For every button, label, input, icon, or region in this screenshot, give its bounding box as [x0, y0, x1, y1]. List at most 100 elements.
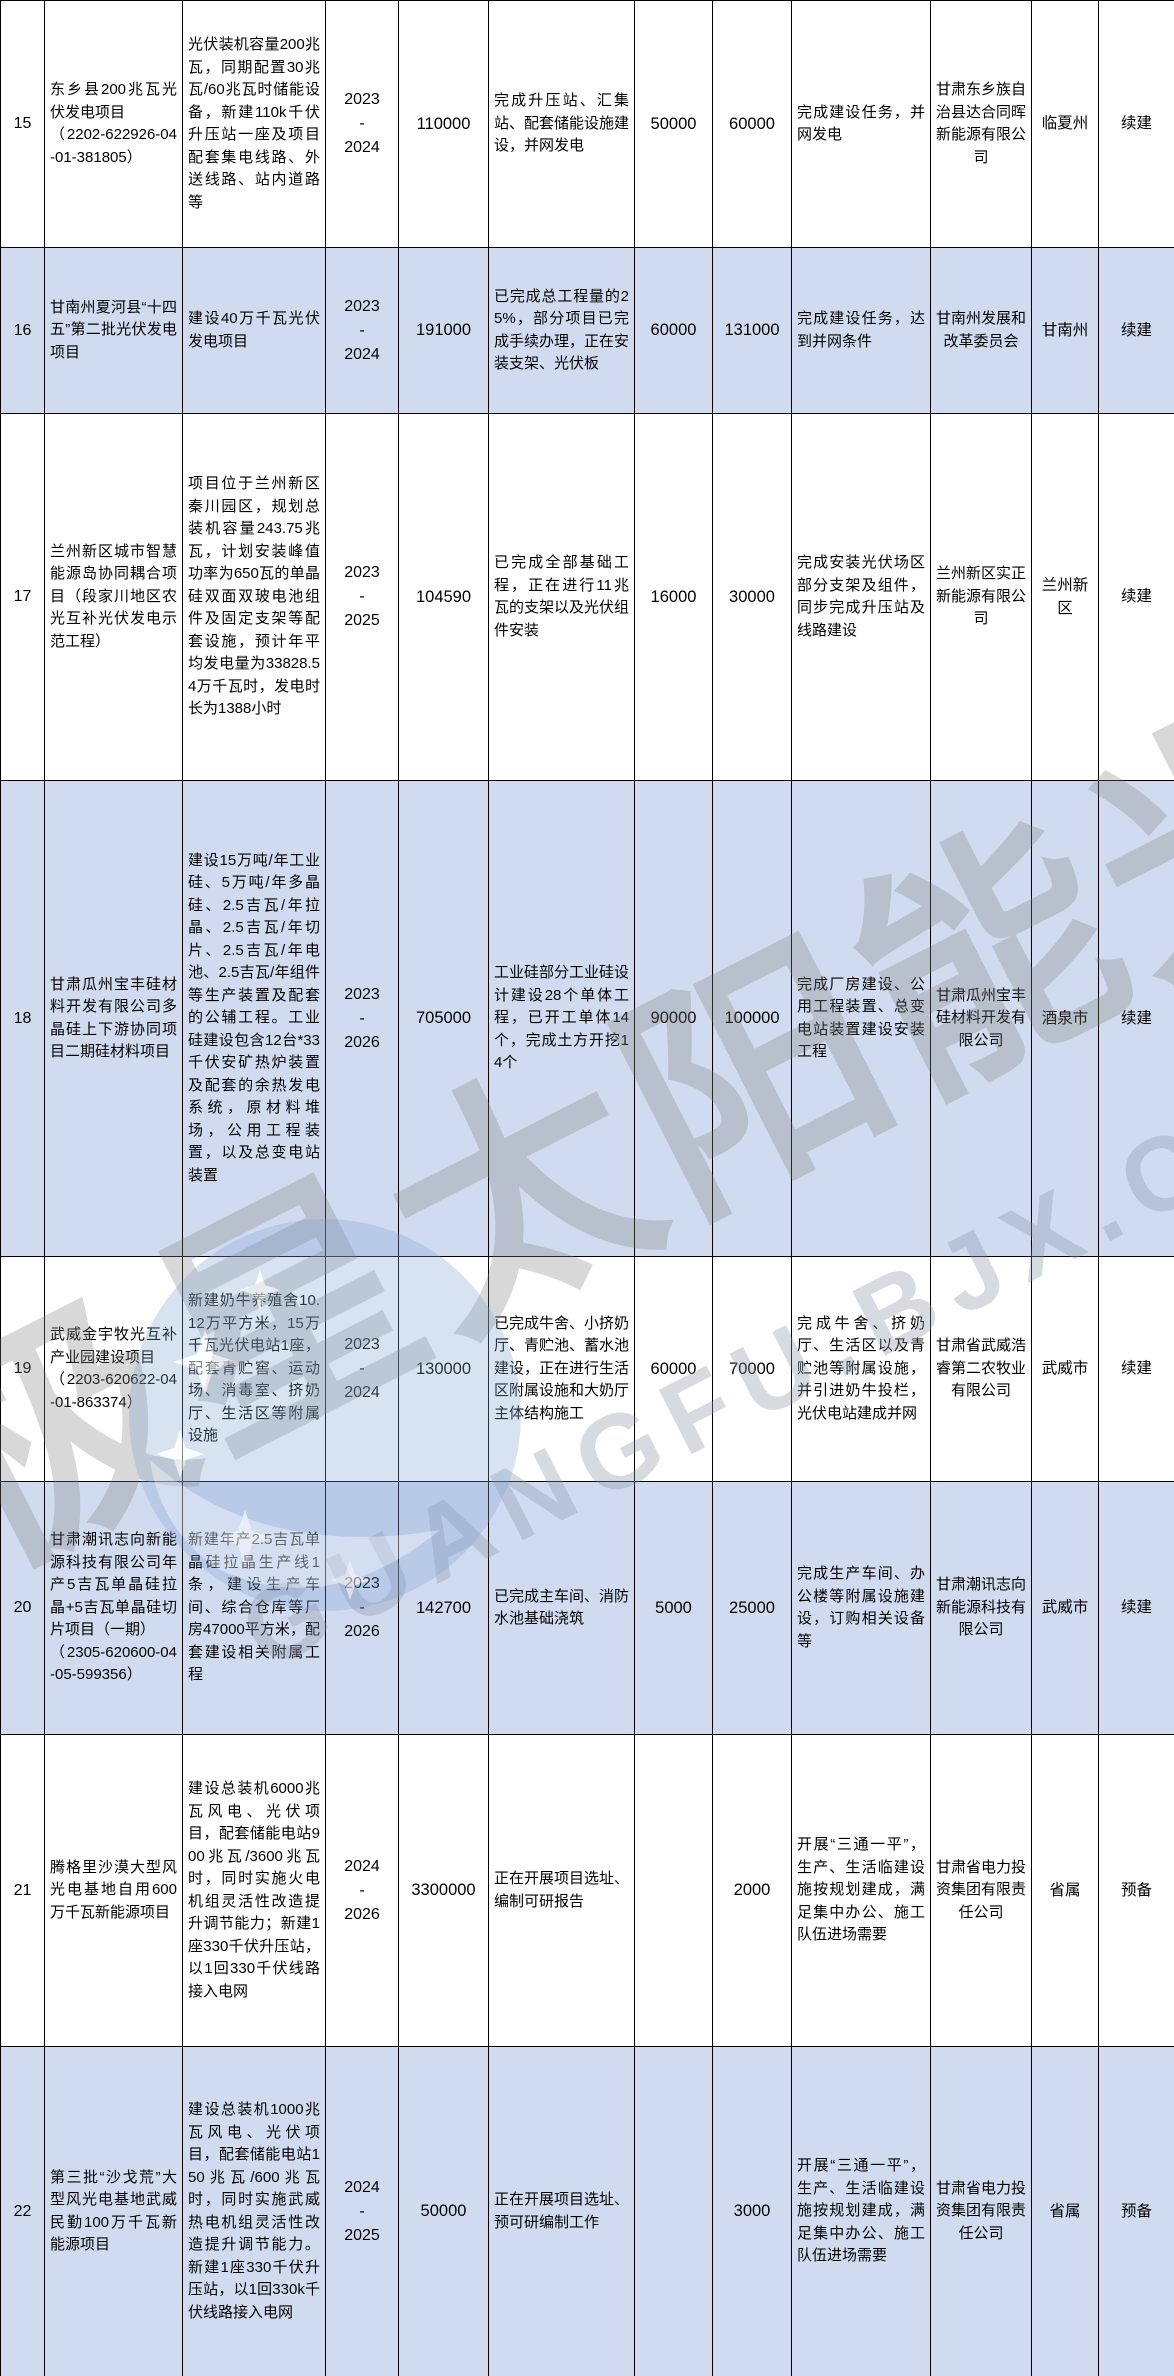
- cell-type: 续建: [1098, 1256, 1174, 1482]
- cell-unit: 甘肃省电力投资集团有限责任公司: [930, 1734, 1032, 2047]
- cell-progress: 已完成全部基础工程，正在进行11兆瓦的支架以及光伏组件安装: [488, 413, 635, 781]
- cell-city: 兰州新区: [1031, 413, 1099, 781]
- table-row: 18 甘肃瓜州宝丰硅材料开发有限公司多晶硅上下游协同项目二期硅材料项目 建设15万吨…: [0, 780, 1174, 1257]
- cell-no: 15: [0, 0, 45, 248]
- cell-name: 甘肃瓜州宝丰硅材料开发有限公司多晶硅上下游协同项目二期硅材料项目: [44, 780, 183, 1257]
- cell-content: 建设总装机6000兆瓦风电、光伏项目，配套储能电站900兆瓦/3600兆瓦时，同…: [182, 1734, 326, 2047]
- cell-target: 开展“三通一平”，生产、生活临建设施按规划建成，满足集中办公、施工队伍进场需要: [791, 1734, 931, 2047]
- cell-type: 续建: [1098, 1481, 1174, 1735]
- cell-unit: 甘肃瓜州宝丰硅材料开发有限公司: [930, 780, 1032, 1257]
- cell-years: 2024 - 2026: [325, 1734, 399, 2047]
- cell-fund2: 30000: [712, 413, 792, 781]
- cell-investment: 3300000: [398, 1734, 489, 2047]
- cell-years: 2023 - 2024: [325, 247, 399, 414]
- cell-fund2: 70000: [712, 1256, 792, 1482]
- cell-target: 开展“三通一平”，生产、生活临建设施按规划建成，满足集中办公、施工队伍进场需要: [791, 2046, 931, 2376]
- cell-years: 2023 - 2025: [325, 413, 399, 781]
- cell-content: 建设15万吨/年工业硅、5万吨/年多晶硅、2.5吉瓦/年拉晶、2.5吉瓦/年切片…: [182, 780, 326, 1257]
- cell-years: 2024 - 2025: [325, 2046, 399, 2376]
- cell-content: 建设总装机1000兆瓦风电、光伏项目，配套储能电站150兆瓦/600兆瓦时，同时…: [182, 2046, 326, 2376]
- cell-target: 完成生产车间、办公楼等附属设施建设，订购相关设备等: [791, 1481, 931, 1735]
- cell-content: 项目位于兰州新区秦川园区，规划总装机容量243.75兆瓦，计划安装峰值功率为65…: [182, 413, 326, 781]
- cell-investment: 130000: [398, 1256, 489, 1482]
- cell-investment: 705000: [398, 780, 489, 1257]
- cell-unit: 甘肃省电力投资集团有限责任公司: [930, 2046, 1032, 2376]
- cell-content: 光伏装机容量200兆瓦，同期配置30兆瓦/60兆瓦时储能设备，新建110k千伏升…: [182, 0, 326, 248]
- cell-type: 续建: [1098, 247, 1174, 414]
- cell-no: 16: [0, 247, 45, 414]
- cell-no: 17: [0, 413, 45, 781]
- cell-progress: 正在开展项目选址、编制可研报告: [488, 1734, 635, 2047]
- cell-no: 22: [0, 2046, 45, 2376]
- cell-fund2: 131000: [712, 247, 792, 414]
- cell-fund1: 5000: [634, 1481, 713, 1735]
- cell-name: 东乡县200兆瓦光伏发电项目 （2202-622926-04-01-381805…: [44, 0, 183, 248]
- cell-years: 2023 - 2024: [325, 1256, 399, 1482]
- cell-investment: 104590: [398, 413, 489, 781]
- cell-unit: 甘肃省武威浩睿第二农牧业有限公司: [930, 1256, 1032, 1482]
- cell-target: 完成建设任务，并网发电: [791, 0, 931, 248]
- cell-progress: 已完成牛舍、小挤奶厅、青贮池、蓄水池建设，正在进行生活区附属设施和大奶厅主体结构…: [488, 1256, 635, 1482]
- cell-unit: 兰州新区实正新能源有限公司: [930, 413, 1032, 781]
- table-row: 22 第三批“沙戈荒”大型风光电基地武威民勤100万千瓦新能源项目 建设总装机100…: [0, 2046, 1174, 2376]
- cell-name: 甘肃潮讯志向新能源科技有限公司年产5吉瓦单晶硅拉晶+5吉瓦单晶硅切片项目（一期）…: [44, 1481, 183, 1735]
- cell-investment: 142700: [398, 1481, 489, 1735]
- cell-no: 21: [0, 1734, 45, 2047]
- cell-target: 完成牛舍、挤奶厅、生活区以及青贮池等附属设施，并引进奶牛投栏，光伏电站建成并网: [791, 1256, 931, 1482]
- cell-investment: 50000: [398, 2046, 489, 2376]
- cell-no: 20: [0, 1481, 45, 1735]
- table-row: 17 兰州新区城市智慧能源岛协同耦合项目（段家川地区农光互补光伏发电示范工程） 项目…: [0, 413, 1174, 781]
- cell-years: 2023 - 2026: [325, 780, 399, 1257]
- cell-name: 甘南州夏河县“十四五”第二批光伏发电项目: [44, 247, 183, 414]
- cell-fund1: 60000: [634, 1256, 713, 1482]
- cell-fund2: 60000: [712, 0, 792, 248]
- cell-fund1: 16000: [634, 413, 713, 781]
- cell-progress: 已完成总工程量的25%，部分项目已完成手续办理，正在安装支架、光伏板: [488, 247, 635, 414]
- table-row: 19 武威金宇牧光互补产业园建设项目 （2203-620622-04-01-863…: [0, 1256, 1174, 1482]
- cell-no: 19: [0, 1256, 45, 1482]
- cell-fund1: [634, 1734, 713, 2047]
- cell-fund2: 2000: [712, 1734, 792, 2047]
- cell-content: 新建年产2.5吉瓦单晶硅拉晶生产线1条，建设生产车间、综合仓库等厂房47000平…: [182, 1481, 326, 1735]
- cell-content: 建设40万千瓦光伏发电项目: [182, 247, 326, 414]
- cell-content: 新建奶牛养殖舍10.12万平方米，15万千瓦光伏电站1座，配套青贮窖、运动场、消…: [182, 1256, 326, 1482]
- cell-progress: 完成升压站、汇集站、配套储能设施建设，并网发电: [488, 0, 635, 248]
- cell-fund2: 3000: [712, 2046, 792, 2376]
- cell-target: 完成安装光伏场区部分支架及组件，同步完成升压站及线路建设: [791, 413, 931, 781]
- cell-city: 省属: [1031, 1734, 1099, 2047]
- cell-no: 18: [0, 780, 45, 1257]
- cell-city: 甘南州: [1031, 247, 1099, 414]
- cell-unit: 甘肃潮讯志向新能源科技有限公司: [930, 1481, 1032, 1735]
- cell-progress: 工业硅部分工业硅设计建设28个单体工程，已开工单体14个，完成土方开挖14个: [488, 780, 635, 1257]
- cell-years: 2023 - 2026: [325, 1481, 399, 1735]
- table-row: 21 腾格里沙漠大型风光电基地自用600万千瓦新能源项目 建设总装机6000兆瓦风电…: [0, 1734, 1174, 2047]
- cell-progress: 已完成主车间、消防水池基础浇筑: [488, 1481, 635, 1735]
- cell-years: 2023 - 2024: [325, 0, 399, 248]
- table-row: 20 甘肃潮讯志向新能源科技有限公司年产5吉瓦单晶硅拉晶+5吉瓦单晶硅切片项目（一…: [0, 1481, 1174, 1735]
- cell-city: 武威市: [1031, 1256, 1099, 1482]
- table-row: 15 东乡县200兆瓦光伏发电项目 （2202-622926-04-01-3818…: [0, 0, 1174, 248]
- cell-fund1: 60000: [634, 247, 713, 414]
- cell-investment: 191000: [398, 247, 489, 414]
- cell-progress: 正在开展项目选址、预可研编制工作: [488, 2046, 635, 2376]
- cell-type: 预备: [1098, 2046, 1174, 2376]
- cell-unit: 甘肃东乡族自治县达合同晖新能源有限公司: [930, 0, 1032, 248]
- cell-type: 续建: [1098, 413, 1174, 781]
- cell-fund1: [634, 2046, 713, 2376]
- cell-city: 武威市: [1031, 1481, 1099, 1735]
- cell-city: 省属: [1031, 2046, 1099, 2376]
- cell-investment: 110000: [398, 0, 489, 248]
- cell-fund2: 100000: [712, 780, 792, 1257]
- table-row: 16 甘南州夏河县“十四五”第二批光伏发电项目 建设40万千瓦光伏发电项目 2023 …: [0, 247, 1174, 414]
- cell-type: 续建: [1098, 0, 1174, 248]
- cell-target: 完成厂房建设、公用工程装置、总变电站装置建设安装工程: [791, 780, 931, 1257]
- cell-name: 兰州新区城市智慧能源岛协同耦合项目（段家川地区农光互补光伏发电示范工程）: [44, 413, 183, 781]
- cell-name: 武威金宇牧光互补产业园建设项目 （2203-620622-04-01-86337…: [44, 1256, 183, 1482]
- cell-city: 酒泉市: [1031, 780, 1099, 1257]
- cell-fund1: 90000: [634, 780, 713, 1257]
- cell-name: 第三批“沙戈荒”大型风光电基地武威民勤100万千瓦新能源项目: [44, 2046, 183, 2376]
- cell-type: 续建: [1098, 780, 1174, 1257]
